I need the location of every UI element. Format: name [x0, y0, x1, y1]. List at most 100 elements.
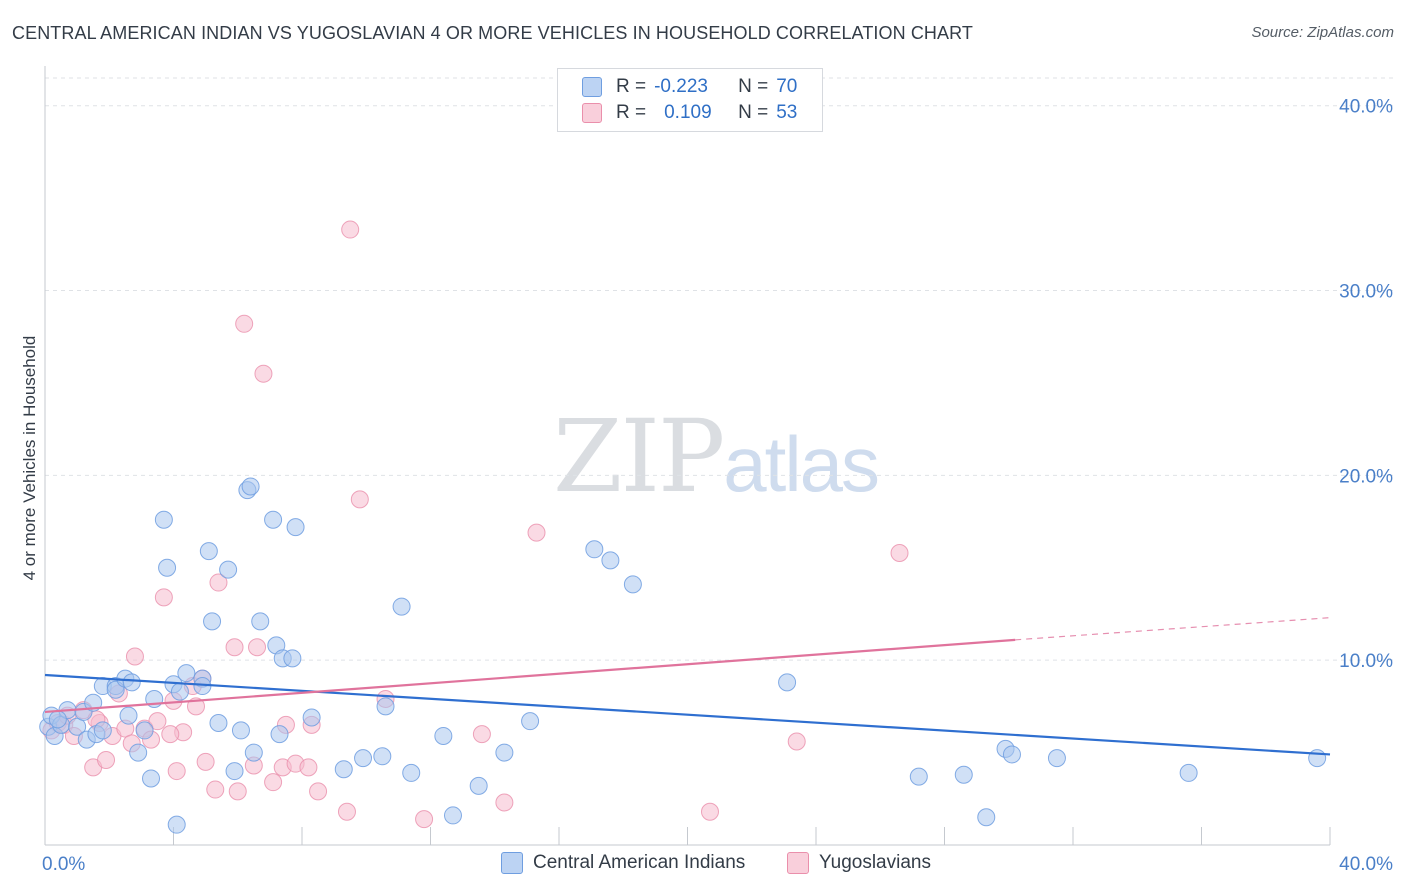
- y-tick-label: 30.0%: [1339, 282, 1393, 303]
- data-point-yugoslavian: [309, 782, 328, 801]
- data-point-central-american: [392, 597, 411, 616]
- data-point-yugoslavian: [341, 220, 360, 239]
- legend-n-label: N =: [738, 102, 769, 123]
- data-point-yugoslavian: [248, 638, 267, 657]
- data-point-central-american: [623, 575, 642, 594]
- x-tick-label: 0.0%: [42, 854, 85, 875]
- yugoslavian-points: [42, 220, 909, 829]
- source-label: Source: ZipAtlas.com: [1251, 24, 1394, 41]
- legend-row-yugo: R = 0.109 N = 53: [582, 100, 797, 126]
- data-point-central-american: [158, 558, 177, 577]
- watermark-atlas: atlas: [723, 420, 880, 508]
- data-point-central-american: [954, 765, 973, 784]
- data-point-central-american: [199, 542, 218, 561]
- data-point-central-american: [225, 762, 244, 781]
- data-point-central-american: [909, 767, 928, 786]
- data-point-yugoslavian: [225, 638, 244, 657]
- data-point-central-american: [251, 612, 270, 631]
- data-point-central-american: [977, 808, 996, 827]
- legend-r-label: R =: [616, 76, 647, 97]
- series-name-central: Central American Indians: [533, 852, 746, 873]
- data-point-central-american: [135, 721, 154, 740]
- data-point-central-american: [402, 763, 421, 782]
- legend-r-label: R =: [616, 102, 647, 123]
- data-point-yugoslavian: [154, 588, 173, 607]
- data-point-yugoslavian: [890, 543, 909, 562]
- data-point-central-american: [154, 510, 173, 529]
- data-point-central-american: [778, 673, 797, 692]
- data-point-central-american: [469, 776, 488, 795]
- legend-n-value: 53: [776, 102, 798, 123]
- data-point-central-american: [203, 612, 222, 631]
- data-point-yugoslavian: [700, 802, 719, 821]
- legend-swatch-yugo: [582, 103, 602, 123]
- data-point-central-american: [1002, 745, 1021, 764]
- data-point-central-american: [170, 682, 189, 701]
- data-point-central-american: [373, 747, 392, 766]
- series-legend: Central American Indians Yugoslavians: [0, 852, 1406, 878]
- correlation-legend: R = -0.223 N = 70 R = 0.109 N = 53: [557, 68, 823, 132]
- legend-r-value: 0.109: [664, 102, 712, 123]
- data-point-yugoslavian: [97, 750, 116, 769]
- trend-lines: [44, 617, 1331, 756]
- legend-r-value: -0.223: [654, 76, 708, 97]
- data-point-yugoslavian: [235, 314, 254, 333]
- data-point-yugoslavian: [350, 490, 369, 509]
- data-point-central-american: [48, 710, 67, 729]
- tick-labels: 10.0% 20.0% 30.0% 40.0% 0.0% 40.0%: [42, 97, 1393, 875]
- data-point-yugoslavian: [186, 697, 205, 716]
- data-point-central-american: [495, 743, 514, 762]
- chart-title: CENTRAL AMERICAN INDIAN VS YUGOSLAVIAN 4…: [12, 23, 973, 43]
- watermark: ZIPatlas: [553, 398, 880, 515]
- data-point-central-american: [129, 743, 148, 762]
- data-point-yugoslavian: [264, 773, 283, 792]
- data-point-central-american: [1179, 763, 1198, 782]
- data-point-central-american: [142, 769, 161, 788]
- data-point-central-american: [601, 551, 620, 570]
- data-point-central-american: [119, 706, 138, 725]
- data-point-central-american: [521, 712, 540, 731]
- data-point-yugoslavian: [254, 364, 273, 383]
- data-point-central-american: [354, 749, 373, 768]
- trend-line-central-american: [44, 673, 1331, 756]
- data-point-yugoslavian: [527, 523, 546, 542]
- data-point-central-american: [167, 815, 186, 834]
- data-point-yugoslavian: [209, 573, 228, 592]
- data-point-yugoslavian: [196, 752, 215, 771]
- data-point-yugoslavian: [787, 732, 806, 751]
- legend-swatch-central: [582, 77, 602, 97]
- y-tick-label: 10.0%: [1339, 651, 1393, 672]
- legend-row-central: R = -0.223 N = 70: [582, 74, 797, 100]
- data-point-yugoslavian: [148, 712, 167, 731]
- data-point-yugoslavian: [495, 793, 514, 812]
- data-point-central-american: [209, 714, 228, 733]
- data-point-central-american: [93, 721, 112, 740]
- series-swatch-central: [501, 852, 523, 874]
- legend-n-value: 70: [776, 76, 798, 97]
- series-legend-central: Central American Indians: [501, 852, 745, 874]
- series-name-yugo: Yugoslavians: [819, 852, 931, 873]
- data-point-central-american: [286, 518, 305, 537]
- data-point-central-american: [376, 697, 395, 716]
- data-point-yugoslavian: [337, 802, 356, 821]
- data-point-central-american: [122, 673, 141, 692]
- data-point-central-american: [231, 721, 250, 740]
- data-point-central-american: [244, 743, 263, 762]
- data-point-yugoslavian: [167, 762, 186, 781]
- data-point-central-american: [219, 560, 238, 579]
- data-point-yugoslavian: [472, 725, 491, 744]
- data-point-central-american: [264, 510, 283, 529]
- x-tick-label: 40.0%: [1339, 854, 1393, 875]
- data-point-central-american: [443, 806, 462, 825]
- y-tick-label: 40.0%: [1339, 97, 1393, 118]
- data-point-yugoslavian: [125, 647, 144, 666]
- series-legend-yugo: Yugoslavians: [787, 852, 931, 874]
- gridlines: [45, 77, 1395, 661]
- data-point-central-american: [434, 726, 453, 745]
- watermark-zip: ZIP: [553, 398, 725, 515]
- data-point-yugoslavian: [228, 782, 247, 801]
- legend-n-label: N =: [738, 76, 769, 97]
- series-swatch-yugo: [787, 852, 809, 874]
- data-point-central-american: [177, 664, 196, 683]
